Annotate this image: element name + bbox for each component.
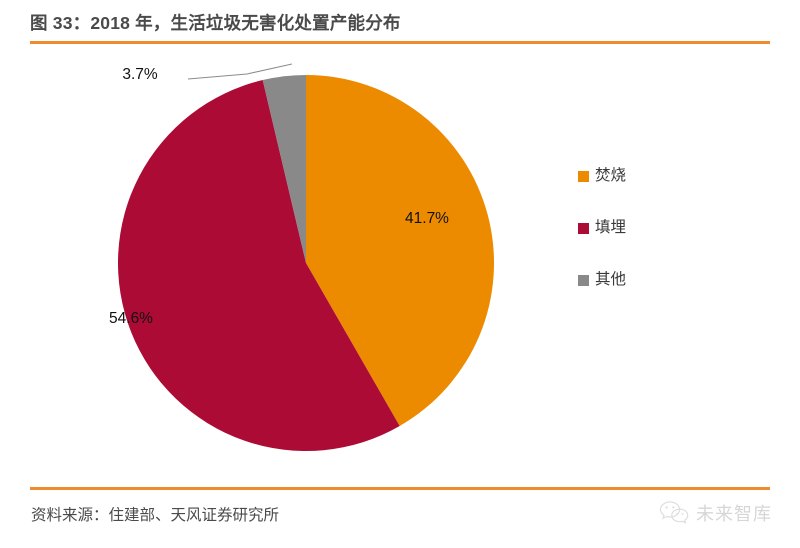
pie-callout-group	[187, 63, 293, 80]
pie-slice-label: 54.6%	[109, 310, 153, 327]
page-title: 图 33：2018 年，生活垃圾无害化处置产能分布	[30, 13, 401, 33]
pie-label-group: 41.7% 54.6% 3.7%	[109, 66, 449, 327]
legend-swatch-icon-incineration	[578, 170, 589, 182]
legend-item-incineration[interactable]: 焚烧	[578, 150, 718, 202]
pie-slice-group	[117, 75, 495, 452]
legend-label: 其他	[595, 271, 627, 289]
title-divider	[30, 41, 770, 44]
legend-label: 填埋	[595, 219, 627, 237]
source-note: 资料来源：住建部、天风证券研究所	[31, 507, 280, 524]
pie-slice-label: 3.7%	[122, 66, 158, 83]
chart-legend: 焚烧 填埋 其他	[578, 150, 718, 306]
footer-divider	[30, 487, 770, 490]
pie-chart: 41.7% 54.6% 3.7%	[109, 63, 495, 452]
wechat-bubble-icon	[659, 501, 689, 524]
legend-label: 焚烧	[595, 167, 627, 185]
chart-plot-area: 41.7% 54.6% 3.7%	[0, 52, 800, 472]
pie-slice[interactable]	[306, 75, 495, 427]
callout-leader-line	[187, 63, 293, 80]
legend-item-landfill[interactable]: 填埋	[578, 202, 718, 254]
legend-item-other[interactable]: 其他	[578, 254, 718, 306]
pie-slice-label: 41.7%	[405, 210, 449, 227]
legend-swatch-icon-other	[578, 274, 589, 286]
pie-slice[interactable]	[262, 75, 306, 263]
pie-slice[interactable]	[117, 80, 400, 452]
watermark: 未来智库	[659, 500, 772, 526]
legend-swatch-icon-landfill	[578, 222, 589, 234]
watermark-label: 未来智库	[696, 504, 772, 524]
